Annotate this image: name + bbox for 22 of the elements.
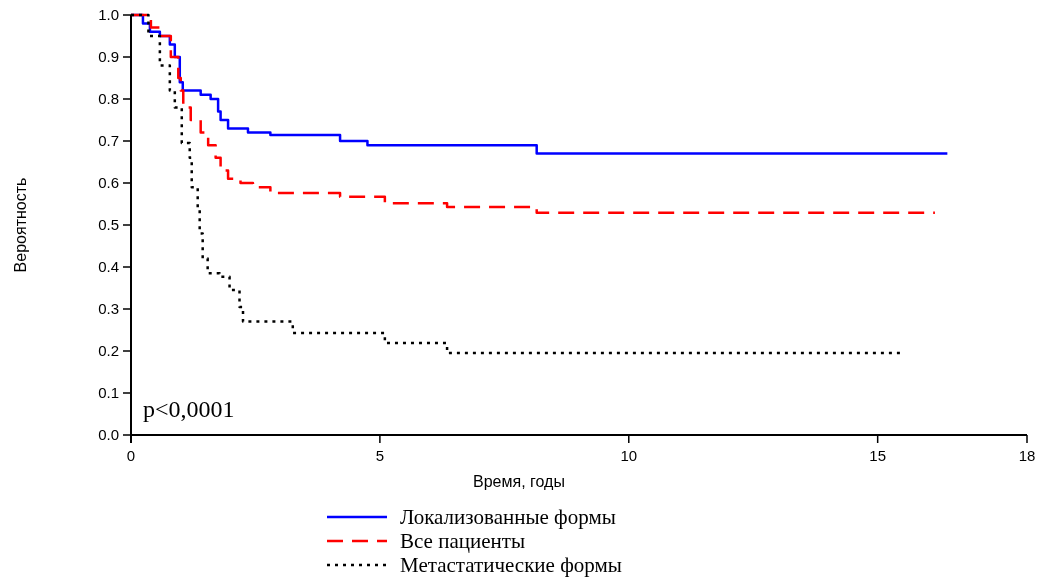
y-tick-label: 0.8 — [98, 90, 119, 108]
y-tick-label: 0.7 — [98, 132, 119, 150]
x-tick-label: 5 — [375, 447, 385, 464]
legend-label: Метастатические формы — [400, 553, 622, 577]
x-tick-label: 15 — [869, 447, 887, 464]
x-tick-label: 18 — [1018, 447, 1036, 464]
x-tick-label: 10 — [620, 447, 638, 464]
annotation: p<0,0001 — [143, 396, 235, 422]
x-axis-title: Время, годы — [473, 473, 565, 490]
y-tick-label: 1.0 — [98, 6, 119, 24]
y-tick-label: 0.0 — [98, 426, 119, 444]
legend-label: Все пациенты — [400, 529, 526, 554]
y-tick-label: 0.4 — [98, 258, 119, 276]
y-axis-title: Вероятность — [12, 177, 29, 273]
y-tick-label: 0.2 — [98, 342, 119, 360]
y-tick-label: 0.6 — [98, 174, 119, 192]
y-tick-label: 0.5 — [98, 216, 119, 234]
y-tick-label: 0.1 — [98, 384, 119, 402]
y-tick-label: 0.9 — [98, 48, 119, 66]
y-tick-label: 0.3 — [98, 300, 119, 318]
x-tick-label: 0 — [126, 447, 136, 464]
legend-label: Локализованные формы — [400, 505, 616, 530]
